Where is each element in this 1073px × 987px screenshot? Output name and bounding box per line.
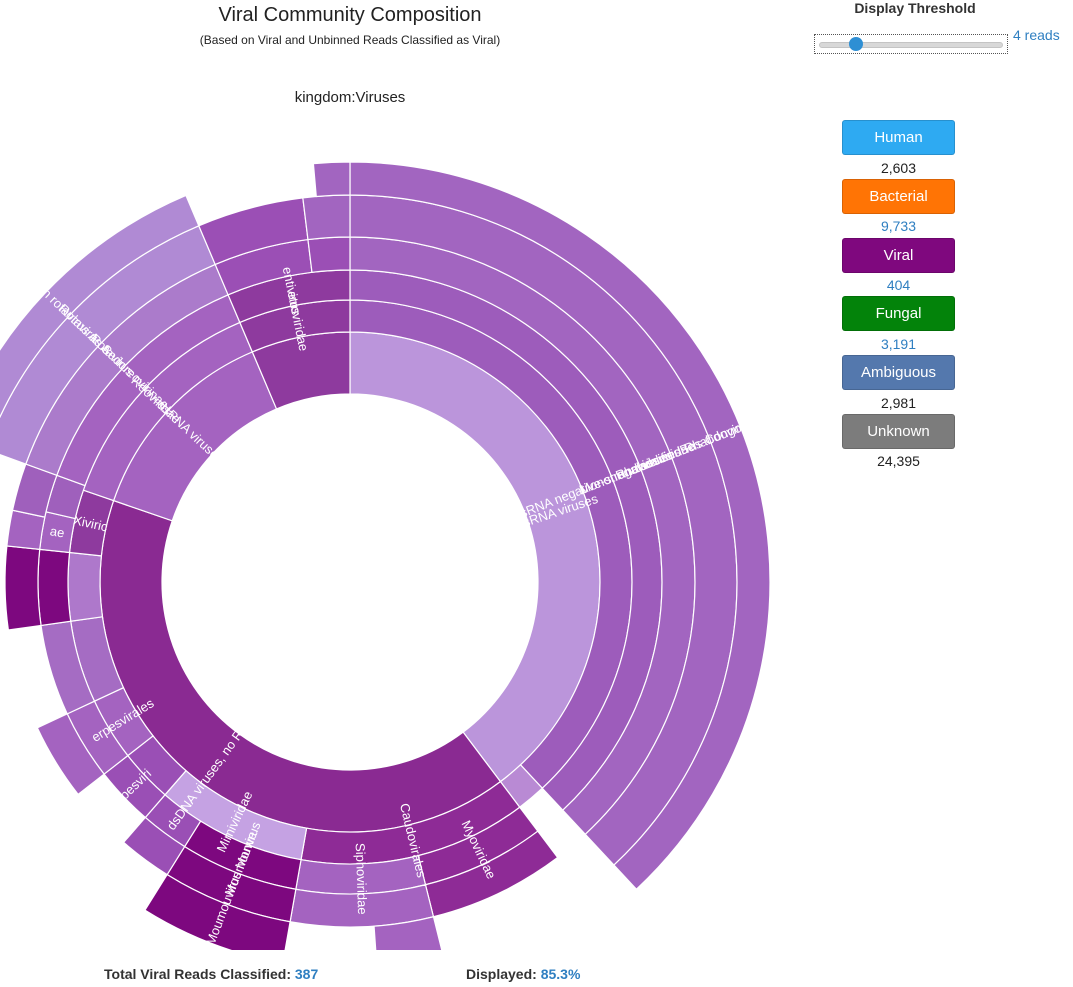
slider-track[interactable] — [819, 42, 1003, 48]
ambiguous-count: 2,981 — [880, 395, 917, 411]
sunburst-segment[interactable] — [67, 551, 104, 622]
displayed-label: Displayed: — [466, 966, 537, 982]
sunburst-segment[interactable] — [4, 545, 42, 631]
total-label: Total Viral Reads Classified: — [104, 966, 291, 982]
sunburst-segment[interactable] — [312, 161, 351, 198]
sunburst-segment[interactable] — [349, 161, 771, 891]
slider-knob[interactable] — [849, 37, 864, 51]
bacterial-button[interactable]: Bacterial — [842, 179, 955, 214]
viral-button[interactable]: Viral — [842, 238, 955, 273]
unknown-button[interactable]: Unknown — [842, 414, 955, 449]
chart-subtitle: (Based on Viral and Unbinned Reads Class… — [199, 33, 501, 47]
fungal-button[interactable]: Fungal — [842, 296, 955, 331]
bacterial-count[interactable]: 9,733 — [880, 218, 917, 234]
displayed-percent: Displayed: 85.3% — [466, 966, 580, 982]
sunburst-segment[interactable] — [122, 816, 186, 876]
sunburst-segment[interactable] — [37, 548, 72, 627]
threshold-slider[interactable] — [814, 34, 1008, 54]
human-button[interactable]: Human — [842, 120, 955, 155]
viral-count[interactable]: 404 — [886, 277, 911, 293]
sunburst-segment[interactable] — [144, 873, 291, 950]
total-viral-reads: Total Viral Reads Classified: 387 — [104, 966, 318, 982]
total-value: 387 — [294, 966, 319, 982]
sunburst-arcs[interactable] — [0, 161, 771, 950]
sunburst-segment[interactable] — [302, 194, 351, 241]
fungal-count[interactable]: 3,191 — [880, 336, 917, 352]
sunburst-segment[interactable] — [0, 194, 200, 449]
human-count: 2,603 — [880, 160, 917, 176]
root-label: kingdom:Viruses — [295, 89, 406, 106]
sunburst-segment[interactable] — [307, 236, 351, 273]
displayed-value: 85.3% — [540, 966, 581, 982]
unknown-count: 24,395 — [877, 453, 920, 469]
sunburst-segment[interactable] — [36, 713, 105, 796]
chart-title: Viral Community Composition — [218, 4, 482, 26]
threshold-value: 4 reads — [1013, 27, 1060, 43]
threshold-title: Display Threshold — [854, 0, 976, 16]
sunburst-segment[interactable] — [373, 916, 444, 950]
ambiguous-button[interactable]: Ambiguous — [842, 355, 955, 390]
